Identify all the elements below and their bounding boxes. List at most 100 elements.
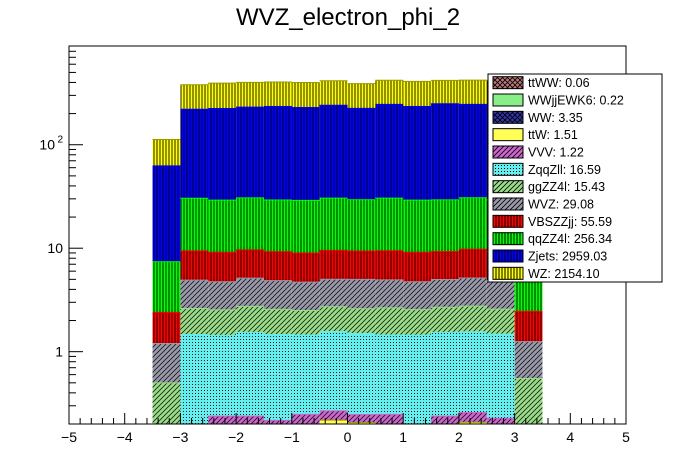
- bar-zjets-4: [263, 105, 292, 200]
- bar-vvv-7: [347, 414, 376, 423]
- legend-label: ggZZ4l: 15.43: [528, 180, 605, 194]
- bar-vvv-5: [291, 413, 320, 424]
- bar-vbszzjj-7: [347, 250, 376, 280]
- bar-wz-2: [208, 82, 237, 109]
- legend-label: ttW: 1.51: [528, 128, 578, 142]
- x-tick-label: 5: [622, 429, 630, 445]
- bar-zjets-6: [319, 104, 348, 199]
- bar-ggzz4l-0: [152, 382, 181, 424]
- bar-vbszzjj-1: [180, 250, 209, 281]
- bar-zjets-3: [236, 106, 264, 198]
- bar-qqzz4l-9: [403, 199, 432, 253]
- bar-zqqzll-4: [263, 333, 292, 421]
- bar-qqzz4l-0: [152, 261, 181, 313]
- bar-wz-4: [263, 81, 292, 107]
- bar-wz-9: [403, 80, 432, 107]
- legend-entry: ggZZ4l: 15.43: [492, 180, 605, 194]
- bar-zjets-5: [291, 107, 320, 201]
- bar-ggzz4l-5: [291, 310, 320, 336]
- bar-vvv-6: [319, 410, 348, 421]
- bar-zqqzll-9: [403, 334, 432, 424]
- bar-wz-7: [347, 83, 376, 109]
- series-vvv: [208, 410, 515, 424]
- histogram-bars: [152, 79, 543, 424]
- bar-wz-3: [236, 81, 264, 108]
- x-tick-label: 1: [399, 429, 407, 445]
- chart-title: WVZ_electron_phi_2: [236, 4, 460, 31]
- bar-zqqzll-7: [347, 333, 376, 415]
- x-tick-label: −1: [284, 429, 300, 445]
- legend-label: ZqqZll: 16.59: [528, 163, 601, 177]
- bar-vvv-2: [208, 415, 237, 424]
- bar-zjets-0: [152, 165, 181, 262]
- x-tick-label: 2: [455, 429, 463, 445]
- legend-entry: VBSZZjj: 55.59: [492, 214, 612, 229]
- bar-vbszzjj-6: [319, 249, 348, 280]
- bar-wz-6: [319, 80, 348, 106]
- bar-zqqzll-8: [375, 334, 404, 415]
- bar-ggzz4l-11: [458, 305, 487, 332]
- bar-zjets-2: [208, 107, 237, 201]
- bar-qqzz4l-2: [208, 199, 237, 253]
- bar-zqqzll-11: [458, 331, 487, 413]
- series-wvz: [152, 277, 543, 383]
- bar-qqzz4l-3: [236, 197, 264, 250]
- bar-wz-8: [375, 79, 404, 105]
- bar-qqzz4l-8: [375, 197, 404, 251]
- series-vbszzjj: [152, 248, 543, 344]
- bar-qqzz4l-6: [319, 197, 348, 251]
- bar-zqqzll-1: [180, 333, 209, 424]
- bar-wvz-9: [403, 281, 432, 310]
- bar-wvz-4: [263, 280, 292, 310]
- bar-ttw-11: [458, 421, 487, 424]
- bar-vvv-11: [458, 412, 487, 423]
- bar-ggzz4l-8: [375, 307, 404, 336]
- legend-label: qqZZ4l: 256.34: [528, 232, 612, 246]
- legend-entry: ttWW: 0.06: [492, 76, 590, 90]
- bar-ggzz4l-9: [403, 309, 432, 336]
- legend-label: ttWW: 0.06: [528, 76, 590, 90]
- bar-vbszzjj-3: [236, 249, 264, 279]
- x-tick-label: −4: [117, 429, 133, 445]
- bar-ggzz4l-1: [180, 307, 209, 335]
- legend-entry: VVV: 1.22: [492, 145, 584, 160]
- bar-ggzz4l-6: [319, 306, 348, 332]
- bar-vbszzjj-11: [458, 248, 487, 278]
- bar-zjets-10: [431, 103, 459, 200]
- bar-wz-0: [152, 138, 181, 166]
- bar-vbszzjj-9: [403, 251, 432, 282]
- legend-entry: Zjets: 2959.03: [492, 249, 607, 264]
- bar-wvz-7: [347, 278, 376, 309]
- bar-vbszzjj-4: [263, 251, 292, 281]
- bar-qqzz4l-10: [431, 199, 459, 252]
- legend: ttWW: 0.06 WWjjEWK6: 0.22 WW: 3.35 ttW: 1.5…: [487, 73, 663, 283]
- bar-ggzz4l-13: [514, 378, 543, 424]
- x-tick-label: −2: [228, 429, 244, 445]
- bar-qqzz4l-1: [180, 197, 209, 251]
- bar-zqqzll-10: [431, 331, 459, 417]
- series-zqqzll: [180, 330, 515, 424]
- bar-ttw-6: [319, 419, 348, 424]
- bar-ggzz4l-2: [208, 309, 237, 336]
- legend-box: [487, 73, 663, 283]
- bar-zjets-11: [458, 103, 487, 198]
- legend-label: VBSZZjj: 55.59: [528, 215, 612, 229]
- x-tick-label: 0: [344, 429, 352, 445]
- x-axis: −5 −4 −3 −2 −1 0 1 2 3 4 5: [61, 413, 630, 445]
- bar-qqzz4l-4: [263, 199, 292, 252]
- bar-vvv-4: [263, 419, 292, 424]
- bar-vvv-3: [236, 415, 264, 424]
- series-ggzz4l: [152, 305, 543, 424]
- bar-wz-5: [291, 82, 320, 108]
- bar-wz-10: [431, 79, 459, 104]
- bar-wvz-6: [319, 278, 348, 307]
- bar-wz-1: [180, 84, 209, 110]
- x-tick-label: 3: [511, 429, 519, 445]
- bar-qqzz4l-7: [347, 199, 376, 252]
- bar-zqqzll-2: [208, 334, 237, 417]
- legend-label: WVZ: 29.08: [528, 198, 594, 212]
- bar-wvz-8: [375, 279, 404, 308]
- bar-zqqzll-3: [236, 331, 264, 417]
- bar-zqqzll-12: [486, 333, 515, 419]
